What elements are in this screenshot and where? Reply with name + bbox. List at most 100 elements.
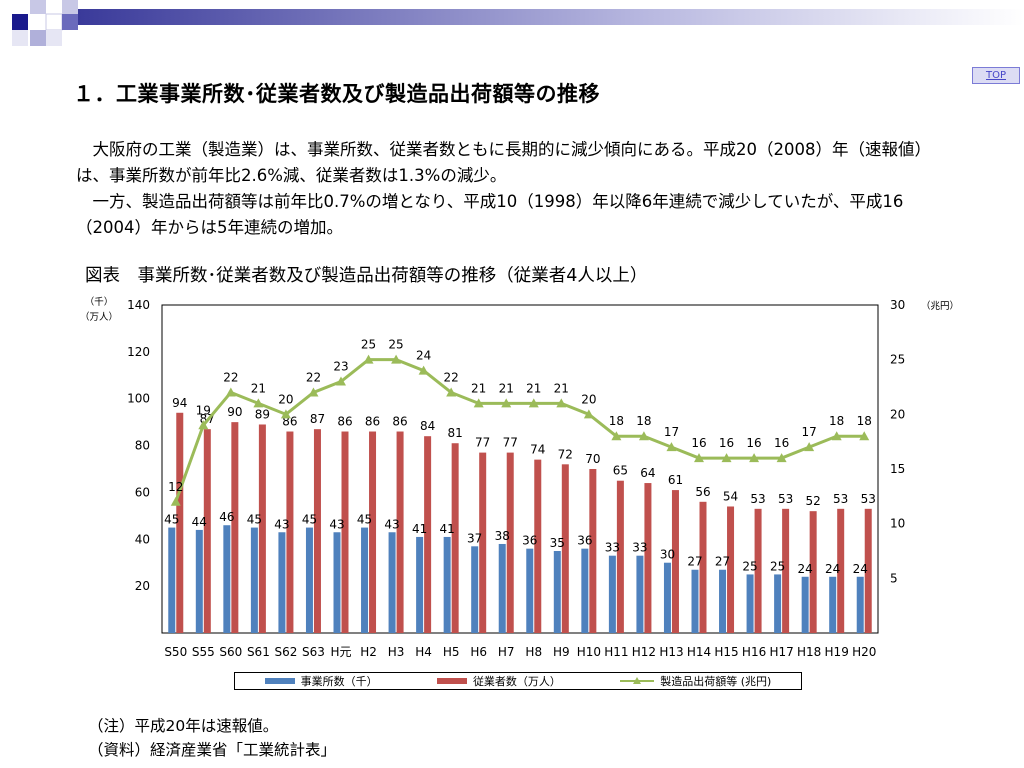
marker-shipments	[336, 376, 346, 386]
bar-establishments	[581, 548, 589, 633]
bar-establishments	[333, 532, 341, 633]
y-right-tick-label: 25	[890, 353, 905, 367]
x-tick-label: S55	[192, 645, 215, 659]
data-label-shipments: 25	[361, 338, 376, 352]
bar-employees	[231, 422, 239, 633]
x-tick-label: H14	[687, 645, 711, 659]
data-label-establishments: 35	[550, 536, 565, 550]
marker-shipments	[280, 409, 291, 419]
data-label-establishments: 24	[825, 562, 840, 576]
legend-swatch-employees	[436, 678, 467, 684]
data-label-establishments: 43	[384, 517, 399, 531]
x-tick-label: H17	[769, 645, 793, 659]
bar-establishments	[361, 527, 369, 633]
data-label-establishments: 45	[302, 513, 317, 527]
note-preliminary: （注）平成20年は速報値。	[88, 717, 279, 735]
y-left-tick-label: 20	[135, 579, 150, 593]
data-label-establishments: 45	[164, 513, 179, 527]
x-tick-label: H2	[360, 645, 377, 659]
marker-shipments	[446, 387, 457, 397]
plot-area	[161, 304, 879, 634]
x-tick-label: H5	[443, 645, 460, 659]
data-label-establishments: 30	[660, 548, 675, 562]
y-right-tick-label: 15	[890, 462, 905, 476]
y-right-tick-label: 30	[890, 298, 905, 312]
data-label-shipments: 20	[581, 392, 596, 406]
x-tick-label: H15	[714, 645, 738, 659]
data-label-shipments: 18	[857, 414, 872, 428]
data-label-shipments: 21	[251, 381, 266, 395]
bar-establishments	[388, 532, 396, 633]
legend-swatch-shipments	[620, 677, 655, 684]
data-label-shipments: 17	[802, 425, 817, 439]
marker-shipments	[198, 420, 209, 430]
top-link-button[interactable]: TOP	[972, 67, 1020, 84]
y-left-tick-label: 40	[135, 532, 150, 546]
marker-shipments	[804, 442, 815, 452]
data-label-establishments: 24	[798, 562, 813, 576]
x-tick-label: H8	[525, 645, 542, 659]
notes: （注）平成20年は速報値。 （資料）経済産業省「工業統計表」	[88, 714, 336, 762]
legend-label-establishments: 事業所数（千）	[300, 675, 378, 688]
data-label-employees: 72	[558, 447, 573, 461]
data-label-employees: 74	[530, 443, 545, 457]
marker-shipments	[831, 431, 842, 441]
chart-legend: 事業所数（千） 従業者数（万人） 製造品出荷額等 (兆円)	[234, 672, 802, 690]
marker-shipments	[253, 398, 264, 408]
data-label-shipments: 21	[499, 381, 514, 395]
bar-employees	[424, 436, 432, 633]
bar-establishments	[746, 574, 754, 633]
bar-establishments	[691, 569, 699, 633]
data-label-establishments: 27	[687, 555, 702, 569]
data-label-shipments: 24	[416, 349, 431, 363]
x-tick-label: H3	[388, 645, 405, 659]
bar-employees	[782, 508, 790, 633]
marker-shipments	[308, 387, 319, 397]
bar-employees	[561, 464, 569, 633]
marker-shipments	[391, 354, 402, 364]
marker-shipments	[611, 431, 622, 441]
legend-label-shipments: 製造品出荷額等 (兆円)	[660, 675, 772, 688]
bar-employees	[506, 452, 514, 633]
data-label-establishments: 45	[247, 513, 262, 527]
data-label-employees: 86	[392, 415, 407, 429]
data-label-establishments: 46	[219, 510, 234, 524]
data-label-establishments: 43	[329, 517, 344, 531]
bar-employees	[341, 431, 349, 633]
data-label-shipments: 18	[636, 414, 651, 428]
data-label-shipments: 16	[774, 436, 789, 450]
x-tick-label: H13	[659, 645, 683, 659]
x-tick-label: H12	[632, 645, 656, 659]
data-label-employees: 52	[806, 494, 821, 508]
marker-shipments	[556, 398, 567, 408]
bar-employees	[369, 431, 377, 633]
data-label-employees: 65	[613, 464, 628, 478]
bar-employees	[864, 508, 872, 633]
data-label-employees: 53	[778, 492, 793, 506]
x-tick-label: H11	[604, 645, 628, 659]
legend-item-shipments: 製造品出荷額等 (兆円)	[620, 673, 771, 689]
data-label-establishments: 44	[192, 515, 207, 529]
data-label-establishments: 33	[632, 541, 647, 555]
marker-shipments	[363, 354, 374, 364]
bar-establishments	[719, 569, 727, 633]
bar-employees	[396, 431, 404, 633]
data-label-employees: 54	[723, 489, 738, 503]
y-right-tick-label: 20	[890, 407, 905, 421]
marker-shipments	[638, 431, 649, 441]
bar-employees	[534, 459, 542, 633]
data-label-shipments: 22	[306, 370, 321, 384]
data-label-shipments: 12	[168, 480, 183, 494]
page-title: １．工業事業所数･従業者数及び製造品出荷額等の推移	[73, 82, 600, 106]
marker-shipments	[418, 365, 429, 375]
x-tick-label: H9	[553, 645, 570, 659]
bar-establishments	[636, 555, 644, 633]
legend-label-employees: 従業者数（万人）	[472, 675, 561, 688]
data-label-shipments: 17	[664, 425, 679, 439]
data-label-shipments: 16	[691, 436, 706, 450]
bar-establishments	[856, 576, 864, 633]
marker-shipments	[694, 453, 704, 463]
summary-text: 大阪府の工業（製造業）は、事業所数、従業者数ともに長期的に減少傾向にある。平成2…	[76, 137, 956, 241]
data-label-employees: 87	[310, 412, 325, 426]
